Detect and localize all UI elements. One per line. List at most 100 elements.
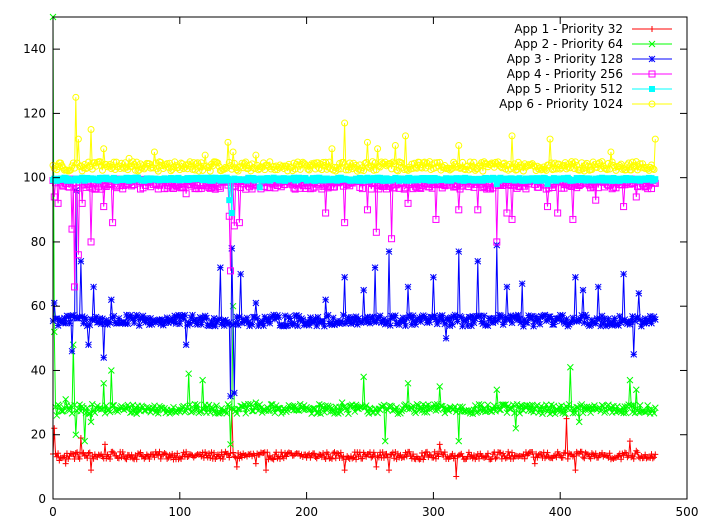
data-point [241, 452, 248, 459]
data-point [404, 199, 412, 207]
data-point [400, 185, 408, 193]
data-point [430, 273, 437, 281]
data-point [631, 317, 639, 325]
data-point [503, 283, 511, 291]
x-tick-label: 500 [676, 505, 699, 519]
data-point [583, 314, 591, 322]
data-point [368, 454, 375, 461]
data-point [78, 199, 86, 207]
data-point [87, 418, 95, 426]
data-point [636, 160, 644, 168]
data-point [107, 165, 115, 173]
data-point [224, 450, 231, 457]
data-point [253, 314, 261, 322]
data-point [281, 312, 289, 320]
data-point [363, 138, 371, 146]
data-point [577, 315, 584, 323]
data-point [398, 159, 406, 167]
data-point [144, 316, 152, 323]
data-point [107, 367, 115, 374]
data-point [607, 319, 615, 326]
legend-item-3: App 3 - Priority 128 [507, 52, 672, 66]
data-point [199, 376, 206, 384]
data-point [340, 311, 347, 319]
data-point [209, 322, 217, 329]
data-point [162, 451, 169, 457]
data-point [527, 315, 535, 323]
data-point [465, 449, 472, 456]
data-point [508, 215, 516, 223]
legend-label: App 6 - Priority 1024 [499, 97, 623, 111]
data-point [346, 159, 354, 167]
data-point [50, 193, 58, 201]
y-tick-label: 140 [23, 42, 46, 56]
data-point [544, 181, 551, 188]
data-point [372, 228, 380, 236]
data-point [415, 158, 423, 166]
data-point [372, 318, 380, 326]
data-point [211, 449, 218, 456]
data-point [78, 167, 86, 175]
data-point [506, 452, 513, 459]
data-point [71, 283, 79, 291]
data-point [616, 312, 624, 320]
data-point [484, 401, 492, 409]
data-point [630, 351, 638, 358]
data-point [578, 312, 586, 319]
data-point [246, 322, 253, 330]
data-point [378, 319, 385, 327]
data-point [446, 322, 454, 330]
data-point [70, 451, 77, 458]
data-point [652, 451, 659, 458]
data-point [601, 315, 608, 322]
data-point [620, 270, 627, 278]
data-point [121, 159, 129, 167]
data-point [236, 455, 243, 462]
data-point [484, 322, 492, 330]
data-point [492, 407, 499, 415]
data-point [409, 312, 417, 319]
data-point [109, 448, 116, 455]
data-point [404, 379, 412, 387]
data-point [526, 402, 534, 409]
data-point [553, 454, 560, 461]
data-point [312, 454, 319, 461]
data-point [434, 450, 441, 457]
data-point [126, 311, 134, 319]
data-point [343, 317, 351, 325]
data-point [441, 409, 449, 417]
data-point [359, 455, 366, 462]
data-point [239, 164, 247, 172]
y-axis: 0 20 40 60 80 100 120 140 [23, 42, 687, 506]
data-point [260, 449, 267, 456]
data-point [54, 199, 62, 207]
data-point [630, 455, 637, 462]
data-point [71, 455, 78, 462]
data-point [338, 319, 346, 327]
data-point [133, 410, 141, 418]
data-point [355, 315, 362, 322]
data-point [261, 313, 269, 321]
data-point [233, 410, 241, 417]
data-point [325, 158, 333, 166]
data-point [185, 370, 193, 378]
series-2 [49, 13, 659, 448]
data-point [564, 455, 571, 462]
data-point [234, 405, 242, 413]
data-point [337, 165, 345, 173]
data-point [337, 449, 344, 456]
legend-label: App 2 - Priority 64 [514, 37, 623, 51]
data-point [274, 405, 281, 412]
data-point [207, 455, 214, 462]
data-point [239, 316, 247, 323]
data-point [115, 314, 123, 322]
data-point [267, 401, 275, 408]
data-point [350, 319, 357, 327]
data-point [474, 206, 482, 214]
data-point [73, 184, 81, 192]
data-point [151, 454, 158, 461]
data-point [206, 409, 214, 416]
data-point [564, 163, 572, 171]
data-point [84, 455, 91, 462]
